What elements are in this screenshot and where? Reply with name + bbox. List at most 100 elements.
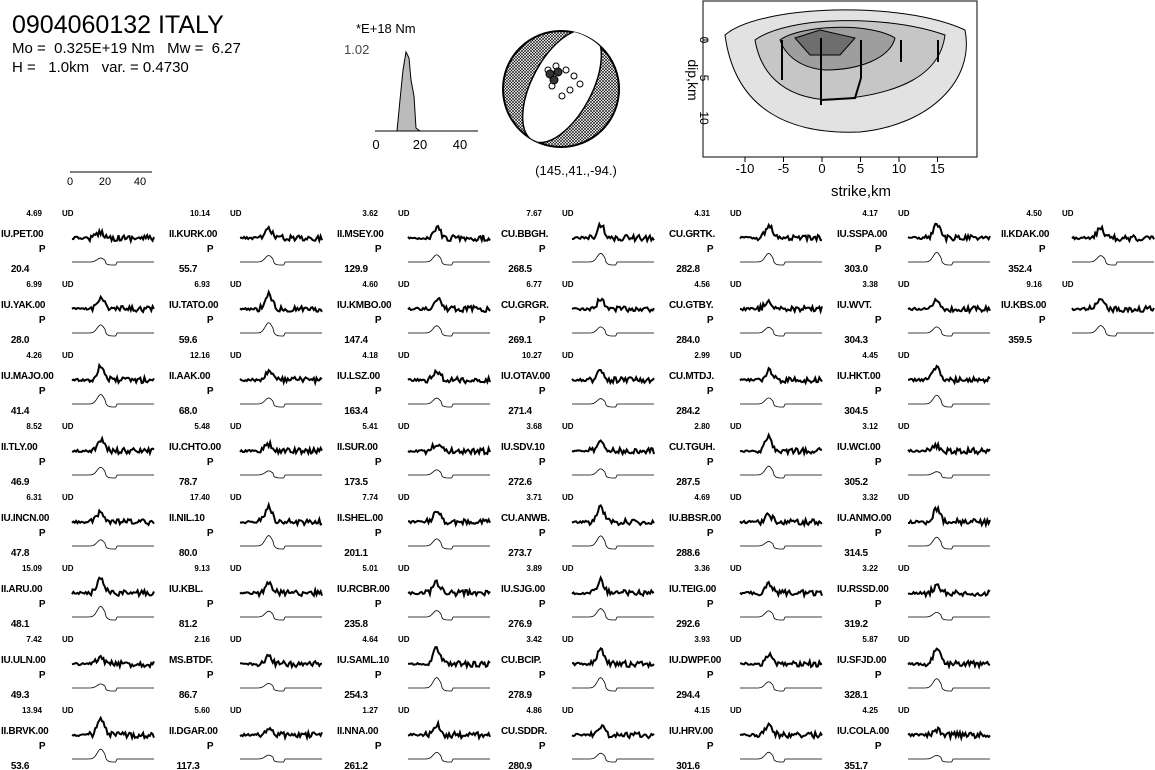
synthetic-trace xyxy=(572,535,654,550)
azimuth: 55.7 xyxy=(179,264,198,275)
azimuth: 292.6 xyxy=(676,619,700,630)
station-name: IU.HKT.00 xyxy=(837,371,881,382)
amplitude: 8.52 xyxy=(26,422,42,431)
station-name: II.AAK.00 xyxy=(169,371,211,382)
station-name: IU.KMBO.00 xyxy=(337,300,392,311)
station-name: II.TLY.00 xyxy=(1,442,38,453)
synthetic-trace xyxy=(240,535,322,550)
component: UD xyxy=(562,280,574,289)
phase: P xyxy=(207,386,214,397)
phase: P xyxy=(207,315,214,326)
observed-trace xyxy=(907,647,991,670)
station-name: IU.OTAV.00 xyxy=(501,371,551,382)
title: 0904060132 ITALY xyxy=(12,11,224,39)
synthetic-trace xyxy=(908,536,990,550)
observed-trace xyxy=(1071,224,1155,244)
scale-tick: 40 xyxy=(134,176,146,188)
phase: P xyxy=(875,670,882,681)
synthetic-trace xyxy=(908,471,990,479)
amplitude: 3.12 xyxy=(862,422,878,431)
observed-trace xyxy=(71,227,155,245)
observed-trace xyxy=(739,651,823,669)
synthetic-trace xyxy=(408,538,490,550)
amplitude: 3.68 xyxy=(526,422,542,431)
azimuth: 53.6 xyxy=(11,761,30,770)
observed-trace xyxy=(571,503,655,527)
azimuth: 173.5 xyxy=(344,477,368,488)
mechanism-label: (145.,41.,-94.) xyxy=(535,163,617,178)
phase: P xyxy=(539,599,546,610)
amplitude: 4.50 xyxy=(1026,209,1042,218)
observed-trace xyxy=(907,222,991,245)
azimuth: 303.0 xyxy=(844,264,868,275)
synthetic-trace xyxy=(1072,325,1154,337)
amplitude: 15.09 xyxy=(22,564,43,573)
phase: P xyxy=(207,741,214,752)
synthetic-trace xyxy=(908,326,990,337)
phase: P xyxy=(875,528,882,539)
station-name: II.ARU.00 xyxy=(1,584,43,595)
amplitude: 5.41 xyxy=(362,422,378,431)
observed-trace xyxy=(71,654,155,671)
station-name: IU.PET.00 xyxy=(1,229,44,240)
azimuth: 41.4 xyxy=(11,406,30,417)
observed-trace xyxy=(739,722,823,741)
phase: P xyxy=(707,741,714,752)
azimuth: 284.2 xyxy=(676,406,700,417)
observed-trace xyxy=(408,645,491,671)
azimuth: 304.3 xyxy=(844,335,868,346)
component: UD xyxy=(730,564,742,573)
phase: P xyxy=(1039,244,1046,255)
observed-trace xyxy=(571,724,655,740)
component: UD xyxy=(1062,280,1074,289)
component: UD xyxy=(230,280,242,289)
azimuth: 282.8 xyxy=(676,264,700,275)
amplitude: 5.48 xyxy=(194,422,210,431)
synthetic-trace xyxy=(740,397,822,408)
station-name: CU.SDDR. xyxy=(501,726,547,737)
observed-trace xyxy=(407,441,491,457)
x-tick-label: -5 xyxy=(778,161,790,176)
synthetic-trace xyxy=(908,754,990,763)
component: UD xyxy=(62,493,74,502)
observed-trace xyxy=(571,297,655,314)
phase: P xyxy=(375,315,382,326)
station-name: CU.BBGH. xyxy=(501,229,549,240)
azimuth: 147.4 xyxy=(344,335,368,346)
observed-trace xyxy=(739,222,823,244)
azimuth: 294.4 xyxy=(676,690,700,701)
phase: P xyxy=(207,528,214,539)
station-name: IU.SJG.00 xyxy=(501,584,546,595)
synthetic-trace xyxy=(740,681,822,692)
phase: P xyxy=(1039,315,1046,326)
azimuth: 28.0 xyxy=(11,335,30,346)
amplitude: 5.01 xyxy=(362,564,378,573)
azimuth: 47.8 xyxy=(11,548,30,559)
phase: P xyxy=(707,457,714,468)
station-name: IU.LSZ.00 xyxy=(337,371,381,382)
slip-vectors xyxy=(781,38,939,105)
observed-trace xyxy=(571,646,655,670)
component: UD xyxy=(62,351,74,360)
synthetic-trace xyxy=(408,610,490,621)
azimuth: 20.4 xyxy=(11,264,30,275)
stations: 4.69 UD IU.PET.00 P 20.4 6.99 UD IU.YAK.00 P 28.0… xyxy=(1,209,1155,770)
azimuth: 163.4 xyxy=(344,406,368,417)
component: UD xyxy=(62,280,74,289)
observed-trace xyxy=(407,510,491,528)
amplitude: 5.87 xyxy=(862,635,878,644)
synthetic-trace xyxy=(572,326,654,337)
stf-shape xyxy=(396,50,422,132)
synthetic-trace xyxy=(908,394,990,408)
amplitude: 6.31 xyxy=(26,493,42,502)
amplitude: 9.16 xyxy=(1026,280,1042,289)
stf-tick: 20 xyxy=(413,137,427,152)
component: UD xyxy=(398,351,410,360)
phase: P xyxy=(375,599,382,610)
amplitude: 5.60 xyxy=(194,706,210,715)
station-name: MS.BTDF. xyxy=(169,655,213,666)
amplitude: 1.27 xyxy=(362,706,378,715)
azimuth: 305.2 xyxy=(844,477,868,488)
component: UD xyxy=(562,493,574,502)
